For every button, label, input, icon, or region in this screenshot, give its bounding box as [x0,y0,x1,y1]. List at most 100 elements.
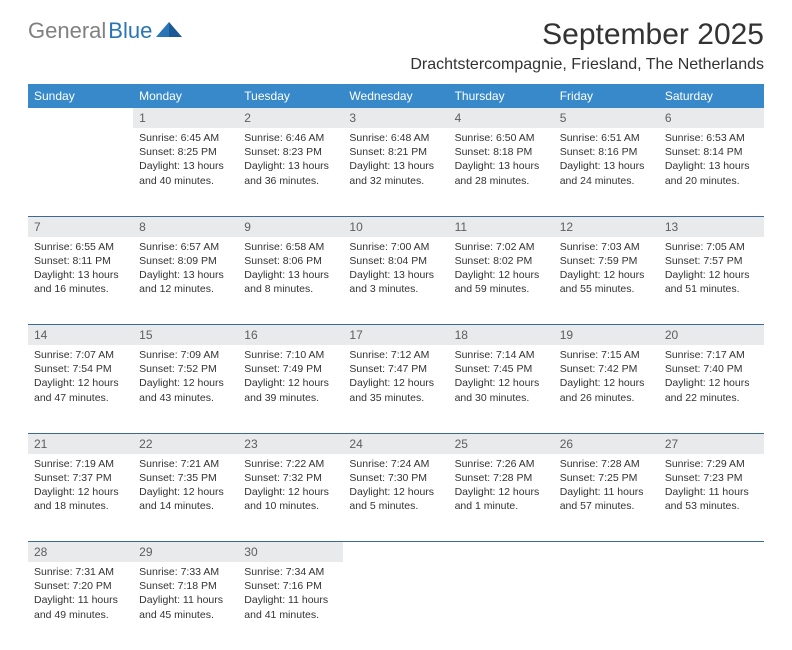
day-cell: Sunrise: 7:21 AMSunset: 7:35 PMDaylight:… [133,454,238,542]
day-number-cell: 18 [449,325,554,346]
day-details: Sunrise: 7:21 AMSunset: 7:35 PMDaylight:… [133,454,238,520]
daylight-text: and 40 minutes. [139,174,232,188]
daylight-text: and 16 minutes. [34,282,127,296]
daylight-text: and 28 minutes. [455,174,548,188]
day-number-cell: 23 [238,433,343,454]
day-number: 14 [28,325,133,345]
day-cell: Sunrise: 6:46 AMSunset: 8:23 PMDaylight:… [238,128,343,216]
sunset-text: Sunset: 7:30 PM [349,471,442,485]
day-number: 27 [659,434,764,454]
day-cell: Sunrise: 7:24 AMSunset: 7:30 PMDaylight:… [343,454,448,542]
day-number-row: 78910111213 [28,216,764,237]
daylight-text: Daylight: 13 hours [349,268,442,282]
sunrise-text: Sunrise: 7:24 AM [349,457,442,471]
day-cell: Sunrise: 6:51 AMSunset: 8:16 PMDaylight:… [554,128,659,216]
day-body-row: Sunrise: 7:19 AMSunset: 7:37 PMDaylight:… [28,454,764,542]
sunset-text: Sunset: 8:16 PM [560,145,653,159]
day-number-cell: 1 [133,108,238,128]
sunrise-text: Sunrise: 7:33 AM [139,565,232,579]
sunset-text: Sunset: 8:06 PM [244,254,337,268]
day-cell: Sunrise: 7:29 AMSunset: 7:23 PMDaylight:… [659,454,764,542]
day-cell: Sunrise: 7:02 AMSunset: 8:02 PMDaylight:… [449,237,554,325]
day-cell: Sunrise: 7:31 AMSunset: 7:20 PMDaylight:… [28,562,133,650]
day-details: Sunrise: 6:57 AMSunset: 8:09 PMDaylight:… [133,237,238,303]
day-cell: Sunrise: 7:33 AMSunset: 7:18 PMDaylight:… [133,562,238,650]
day-details: Sunrise: 6:58 AMSunset: 8:06 PMDaylight:… [238,237,343,303]
sunset-text: Sunset: 7:32 PM [244,471,337,485]
day-number-row: 123456 [28,108,764,128]
day-cell: Sunrise: 7:12 AMSunset: 7:47 PMDaylight:… [343,345,448,433]
sunrise-text: Sunrise: 7:17 AM [665,348,758,362]
day-number-empty [28,108,133,128]
sunrise-text: Sunrise: 6:53 AM [665,131,758,145]
day-number: 22 [133,434,238,454]
day-number-cell: 29 [133,542,238,563]
day-details: Sunrise: 7:26 AMSunset: 7:28 PMDaylight:… [449,454,554,520]
daylight-text: Daylight: 12 hours [139,376,232,390]
sunset-text: Sunset: 7:47 PM [349,362,442,376]
daylight-text: Daylight: 12 hours [455,268,548,282]
page-subtitle: Drachtstercompagnie, Friesland, The Neth… [410,56,764,74]
sunrise-text: Sunrise: 7:12 AM [349,348,442,362]
day-number-empty [449,542,554,562]
daylight-text: and 51 minutes. [665,282,758,296]
daylight-text: and 55 minutes. [560,282,653,296]
day-details: Sunrise: 6:46 AMSunset: 8:23 PMDaylight:… [238,128,343,194]
day-number-empty [554,542,659,562]
sunrise-text: Sunrise: 7:10 AM [244,348,337,362]
day-number-cell [449,542,554,563]
daylight-text: and 41 minutes. [244,608,337,622]
title-block: September 2025 Drachtstercompagnie, Frie… [410,18,764,74]
day-number: 23 [238,434,343,454]
sunset-text: Sunset: 7:42 PM [560,362,653,376]
day-details: Sunrise: 7:09 AMSunset: 7:52 PMDaylight:… [133,345,238,411]
day-cell: Sunrise: 7:09 AMSunset: 7:52 PMDaylight:… [133,345,238,433]
day-details: Sunrise: 7:00 AMSunset: 8:04 PMDaylight:… [343,237,448,303]
daylight-text: Daylight: 12 hours [34,485,127,499]
day-number: 26 [554,434,659,454]
day-body-row: Sunrise: 7:07 AMSunset: 7:54 PMDaylight:… [28,345,764,433]
day-number: 3 [343,108,448,128]
weekday-header: Saturday [659,84,764,108]
day-number: 21 [28,434,133,454]
daylight-text: Daylight: 12 hours [560,268,653,282]
day-cell [343,562,448,650]
day-cell: Sunrise: 7:03 AMSunset: 7:59 PMDaylight:… [554,237,659,325]
sunrise-text: Sunrise: 6:57 AM [139,240,232,254]
day-number-cell: 13 [659,216,764,237]
day-number-cell [28,108,133,128]
sunset-text: Sunset: 8:11 PM [34,254,127,268]
day-details: Sunrise: 7:03 AMSunset: 7:59 PMDaylight:… [554,237,659,303]
triangle-icon [156,20,182,43]
header: GeneralBlue September 2025 Drachtstercom… [0,0,792,78]
daylight-text: Daylight: 13 hours [244,268,337,282]
day-number-cell: 20 [659,325,764,346]
page-title: September 2025 [410,18,764,52]
weekday-header: Sunday [28,84,133,108]
daylight-text: Daylight: 11 hours [665,485,758,499]
logo-text-blue: Blue [108,18,152,44]
day-number-cell: 2 [238,108,343,128]
daylight-text: and 32 minutes. [349,174,442,188]
day-cell [28,128,133,216]
day-details: Sunrise: 7:19 AMSunset: 7:37 PMDaylight:… [28,454,133,520]
day-body-row: Sunrise: 7:31 AMSunset: 7:20 PMDaylight:… [28,562,764,650]
sunset-text: Sunset: 8:02 PM [455,254,548,268]
sunrise-text: Sunrise: 7:19 AM [34,457,127,471]
sunrise-text: Sunrise: 7:31 AM [34,565,127,579]
day-number: 29 [133,542,238,562]
daylight-text: Daylight: 13 hours [139,268,232,282]
daylight-text: and 1 minute. [455,499,548,513]
day-details: Sunrise: 7:15 AMSunset: 7:42 PMDaylight:… [554,345,659,411]
daylight-text: Daylight: 12 hours [244,376,337,390]
day-number-cell: 5 [554,108,659,128]
sunrise-text: Sunrise: 6:55 AM [34,240,127,254]
day-cell: Sunrise: 7:07 AMSunset: 7:54 PMDaylight:… [28,345,133,433]
weekday-header: Thursday [449,84,554,108]
daylight-text: and 12 minutes. [139,282,232,296]
sunrise-text: Sunrise: 6:46 AM [244,131,337,145]
sunset-text: Sunset: 7:54 PM [34,362,127,376]
day-cell [659,562,764,650]
day-number-cell: 12 [554,216,659,237]
daylight-text: and 26 minutes. [560,391,653,405]
